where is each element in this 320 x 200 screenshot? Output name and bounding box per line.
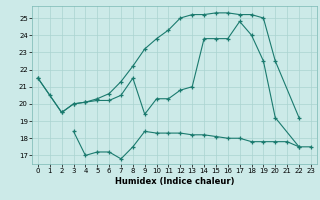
X-axis label: Humidex (Indice chaleur): Humidex (Indice chaleur) bbox=[115, 177, 234, 186]
